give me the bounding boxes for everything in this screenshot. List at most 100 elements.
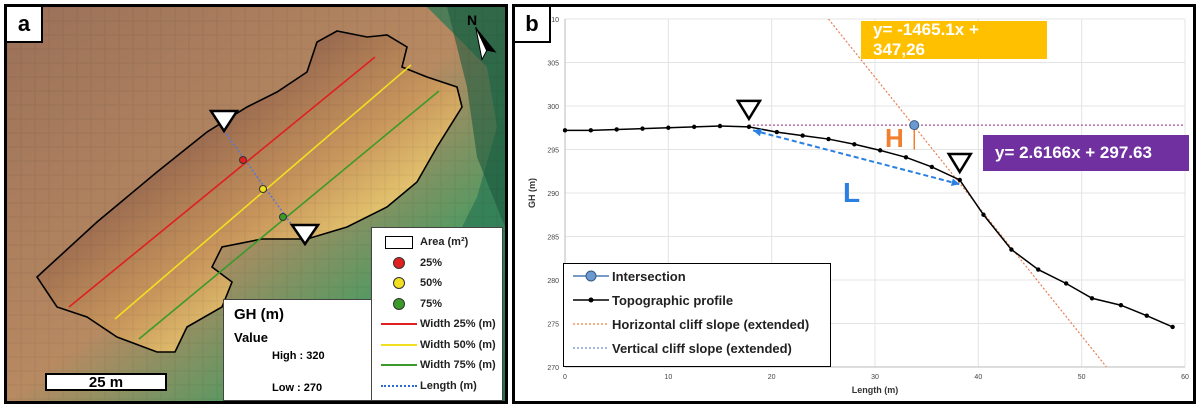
north-label: N (467, 12, 477, 28)
map-legend-label: Width 50% (m) (420, 338, 496, 351)
point-50 (259, 185, 267, 193)
map-legend-item: Length (m) (378, 378, 477, 394)
width-25-line (68, 56, 376, 308)
profile-point (1036, 267, 1041, 272)
map-legend-symbol (378, 378, 420, 394)
cliff-bottom-triangle (946, 152, 973, 175)
map-legend-symbol (378, 255, 420, 271)
profile-point (746, 124, 752, 130)
y-tick-label: 295 (547, 148, 559, 155)
scale-bar: 25 m (45, 373, 167, 391)
map-legend-item: Width 25% (m) (378, 316, 496, 332)
x-tick-label: 30 (871, 374, 879, 381)
profile-point (903, 155, 909, 160)
map-legend-item: Area (m²) (378, 234, 468, 250)
profile-point (1089, 296, 1095, 301)
profile-point (588, 128, 594, 133)
profile-chart: 270 275 280 285 290 295 300 305 310 0 10 20 30 40 50 60… (527, 17, 1189, 395)
gh-legend: GH (m) Value High : 320 Low : 270 (223, 299, 373, 401)
map-legend-symbol (378, 275, 420, 291)
profile-point (800, 133, 805, 138)
intersection-point (909, 120, 920, 131)
legend-vertical-slope: Vertical cliff slope (extended) (612, 340, 792, 356)
profile-point (1118, 303, 1124, 308)
gh-legend-value: Value (234, 330, 268, 345)
profile-point (691, 124, 697, 130)
x-tick-label: 20 (768, 374, 776, 381)
y-tick-label: 305 (547, 61, 559, 68)
chart-legend: Intersection Topographic profile Horizon… (563, 263, 831, 367)
map-legend-label: Width 75% (m) (420, 359, 496, 371)
y-tick-label: 300 (547, 104, 559, 111)
profile-point (1144, 313, 1149, 318)
y-tick-label: 280 (547, 278, 559, 285)
equation-horizontal-slope: y= -1465.1x + 347,26 (861, 20, 1047, 59)
profile-point (981, 212, 986, 217)
point-75 (279, 213, 287, 221)
length-line (223, 130, 293, 226)
point-25 (239, 156, 247, 164)
cliff-top-triangle (735, 99, 763, 122)
cliff-top-marker (208, 109, 240, 134)
profile-point (1170, 324, 1175, 330)
equation-horizontal-text: y= -1465.1x + 347,26 (873, 20, 979, 59)
map-legend-label: Length (m) (420, 379, 477, 392)
profile-point (929, 164, 935, 170)
profile-point (1009, 247, 1014, 252)
x-tick-label: 10 (664, 374, 672, 381)
map-legend-item: Width 50% (m) (378, 337, 496, 353)
y-axis-label: GH (m) (527, 178, 537, 208)
gh-legend-high: High : 320 (272, 350, 325, 362)
map-legend-symbol (378, 316, 420, 332)
map-legend-label: Area (m²) (420, 236, 469, 248)
profile-point (957, 177, 962, 183)
map-legend-symbol (378, 234, 420, 250)
width-75-line (138, 90, 440, 340)
legend-horizontal-slope: Horizontal cliff slope (extended) (612, 316, 810, 332)
x-tick-label: 0 (563, 374, 567, 381)
map-legend-item: Width 75% (m) (378, 357, 496, 373)
profile-point (826, 136, 831, 142)
legend-topographic-profile: Topographic profile (612, 292, 734, 308)
profile-point (852, 142, 857, 147)
h-label: H (885, 123, 904, 153)
map-legend-symbol (378, 337, 420, 353)
y-tick-label: 285 (547, 235, 559, 242)
equation-vertical-slope: y= 2.6166x + 297.63 (983, 135, 1189, 171)
profile-point (640, 126, 645, 131)
profile-point (774, 129, 780, 135)
map-legend-item: 75% (378, 296, 442, 312)
length-arrow-head-end (950, 178, 960, 187)
x-tick-label: 50 (1078, 374, 1086, 381)
legend-intersection: Intersection (612, 268, 686, 284)
panel-a-label: a (7, 7, 43, 43)
cliff-bottom-marker (289, 223, 321, 247)
map-legend-symbol (378, 296, 420, 312)
profile-point (666, 125, 671, 130)
map-legend-item: 25% (378, 255, 442, 271)
x-axis-label: Length (m) (852, 385, 899, 395)
map-legend-symbol (378, 357, 420, 373)
profile-point (614, 127, 619, 132)
map-legend: Area (m²) 25% 50% 75% Width 25% (m) Width 50%… (371, 227, 503, 401)
equation-vertical-text: y= 2.6166x + 297.63 (995, 143, 1152, 162)
x-tick-label: 60 (1181, 374, 1189, 381)
y-tick-label: 290 (547, 191, 559, 198)
x-tick-label: 40 (974, 374, 982, 381)
profile-point (877, 148, 883, 153)
length-arrow-head-start (753, 128, 762, 137)
map-legend-label: Width 25% (m) (420, 318, 496, 330)
scale-bar-label: 25 m (88, 373, 124, 391)
map-legend-label: 25% (420, 256, 443, 269)
y-tick-label: 310 (547, 17, 559, 24)
l-label: L (843, 177, 861, 208)
map-legend-label: 75% (420, 297, 443, 310)
y-tick-label: 270 (547, 365, 559, 372)
gh-legend-low: Low : 270 (272, 382, 323, 394)
length-arrow (752, 129, 960, 186)
topographic-profile-line (565, 125, 1173, 328)
map-legend-label: 50% (420, 277, 443, 289)
profile-point (562, 128, 568, 133)
profile-point (717, 123, 723, 129)
panel-a-map: N a 25 m GH (m) Value High : 320 Low : 2… (4, 4, 508, 404)
